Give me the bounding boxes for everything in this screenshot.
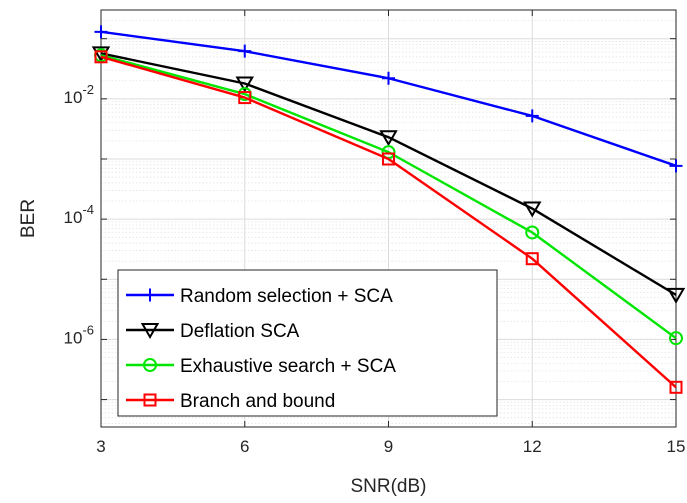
legend-marker	[143, 358, 157, 372]
data-point	[523, 201, 542, 218]
series-line	[100, 54, 677, 340]
series-4	[94, 50, 683, 394]
data-point	[669, 159, 683, 173]
data-point	[669, 331, 683, 346]
legend-item: Exhaustive search + SCA	[126, 356, 396, 377]
x-tick-label: 3	[96, 437, 105, 456]
legend-marker	[143, 288, 157, 302]
data-point	[525, 225, 540, 240]
legend-label: Deflation SCA	[180, 321, 300, 342]
data-point	[666, 287, 686, 304]
x-tick-label: 15	[667, 437, 686, 456]
data-point	[379, 130, 398, 147]
series-layer	[91, 25, 686, 394]
data-point	[238, 44, 252, 58]
data-point	[238, 91, 252, 105]
x-tick-label: 12	[523, 437, 542, 456]
series-2	[91, 46, 686, 304]
legend-item: Random selection + SCA	[126, 286, 393, 307]
series-1	[94, 25, 683, 173]
data-point	[525, 109, 539, 123]
legend-item: Deflation SCA	[126, 321, 300, 342]
data-point	[669, 380, 683, 394]
x-axis-label: SNR(dB)	[350, 476, 426, 497]
data-point	[94, 25, 108, 39]
series-line	[100, 55, 677, 389]
data-point	[382, 152, 395, 166]
legend: Random selection + SCA Deflation SCA Exhau…	[117, 269, 498, 417]
legend-marker	[140, 323, 160, 340]
series-line	[100, 52, 677, 296]
data-point	[382, 71, 395, 85]
y-tick-label: 10-6	[64, 322, 94, 347]
legend-item: Branch and bound	[126, 391, 335, 412]
legend-label: Random selection + SCA	[180, 286, 393, 307]
x-tick-label: 9	[384, 437, 393, 456]
data-point	[91, 46, 111, 63]
y-tick-label: 10-4	[64, 202, 94, 227]
legend-marker	[143, 393, 157, 407]
axis-ticks: 3 6 9 12 15 10-2 10-4 10-6	[64, 10, 686, 456]
legend-box	[117, 269, 498, 417]
x-tick-label: 6	[240, 437, 249, 456]
y-tick-label: 10-2	[64, 82, 94, 107]
y-axis-label: BER	[18, 199, 39, 238]
legend-label: Exhaustive search + SCA	[180, 356, 396, 377]
data-point	[525, 252, 539, 266]
legend-label: Branch and bound	[180, 391, 335, 412]
data-point	[235, 76, 254, 93]
data-point	[94, 50, 108, 64]
